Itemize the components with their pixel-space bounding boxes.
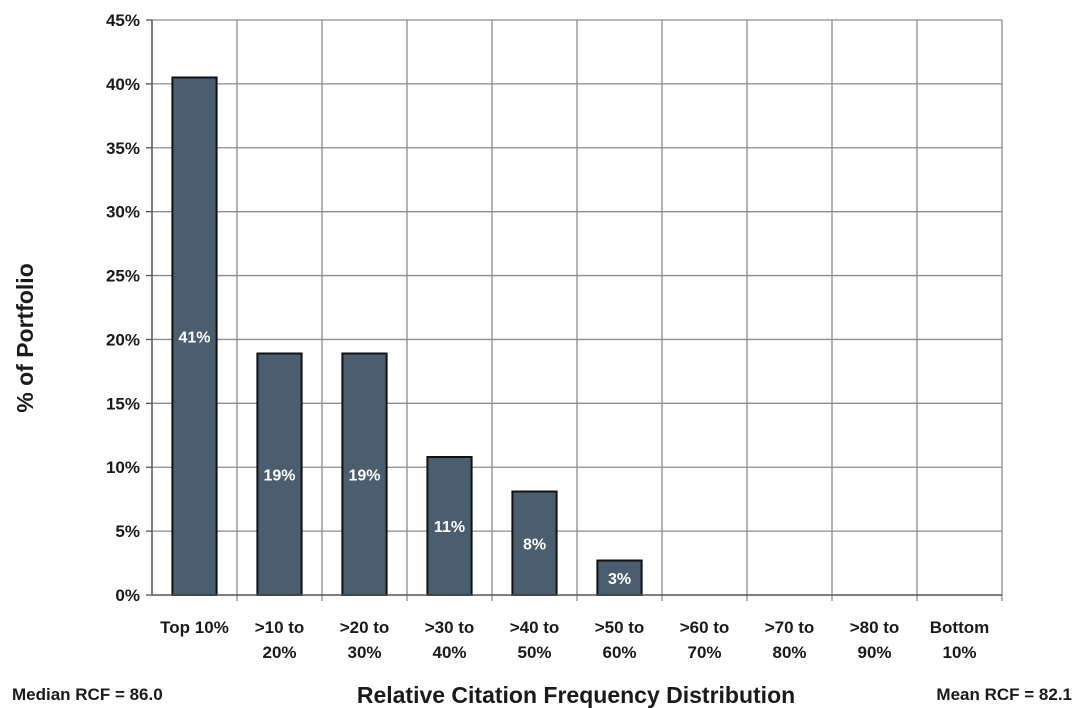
median-rcf: Median RCF = 86.0: [12, 685, 163, 704]
x-category-label: >20 to: [340, 618, 390, 637]
bars: [171, 76, 643, 596]
bar: [341, 352, 388, 596]
x-category-labels: Top 10% >10 to 20% >20 to 30% >30 to 40% >40 to…: [160, 618, 989, 662]
x-category-label: >50 to: [595, 618, 645, 637]
x-category-label: Bottom: [930, 618, 989, 637]
x-category-label: >10 to: [255, 618, 305, 637]
y-tick-label: 40%: [106, 75, 140, 94]
x-category-label: 50%: [517, 643, 551, 662]
data-label: 3%: [608, 571, 631, 588]
x-category-label: >40 to: [510, 618, 560, 637]
y-tick-label: 10%: [106, 458, 140, 477]
x-category-label: 60%: [602, 643, 636, 662]
y-tick-label: 35%: [106, 139, 140, 158]
x-category-label: 90%: [857, 643, 891, 662]
data-label: 11%: [434, 519, 465, 536]
x-category-label: Top 10%: [160, 618, 229, 637]
x-category-label: 10%: [942, 643, 976, 662]
bar: [596, 559, 643, 596]
x-category-label: >70 to: [765, 618, 815, 637]
axes: [151, 20, 1002, 596]
y-tick-label: 20%: [106, 330, 140, 349]
y-tick-label: 5%: [115, 522, 140, 541]
data-label: 41%: [178, 329, 210, 346]
x-category-label: 80%: [772, 643, 806, 662]
x-category-label: >80 to: [850, 618, 900, 637]
bar: [171, 76, 218, 596]
x-category-label: >30 to: [425, 618, 475, 637]
bar: [426, 456, 473, 596]
mean-rcf: Mean RCF = 82.1: [936, 685, 1072, 704]
y-tick-label: 30%: [106, 203, 140, 222]
data-label: 19%: [263, 467, 295, 484]
x-axis-label: Relative Citation Frequency Distribution: [357, 682, 795, 708]
y-tick-labels: 0% 5% 10% 15% 20% 25% 30% 35% 40% 45%: [106, 11, 140, 605]
x-category-label: 40%: [432, 643, 466, 662]
y-axis-label: % of Portfolio: [12, 263, 38, 412]
data-label: 8%: [523, 536, 546, 553]
y-tick-label: 25%: [106, 267, 140, 286]
x-category-label: >60 to: [680, 618, 730, 637]
x-category-label: 30%: [347, 643, 381, 662]
x-category-label: 20%: [262, 643, 296, 662]
data-labels: 41% 19% 19% 11% 8% 3%: [178, 329, 631, 588]
y-tick-label: 15%: [106, 394, 140, 413]
y-tick-label: 45%: [106, 11, 140, 30]
y-tick-label: 0%: [115, 586, 140, 605]
x-category-label: 70%: [687, 643, 721, 662]
bar: [256, 352, 303, 596]
data-label: 19%: [348, 467, 380, 484]
